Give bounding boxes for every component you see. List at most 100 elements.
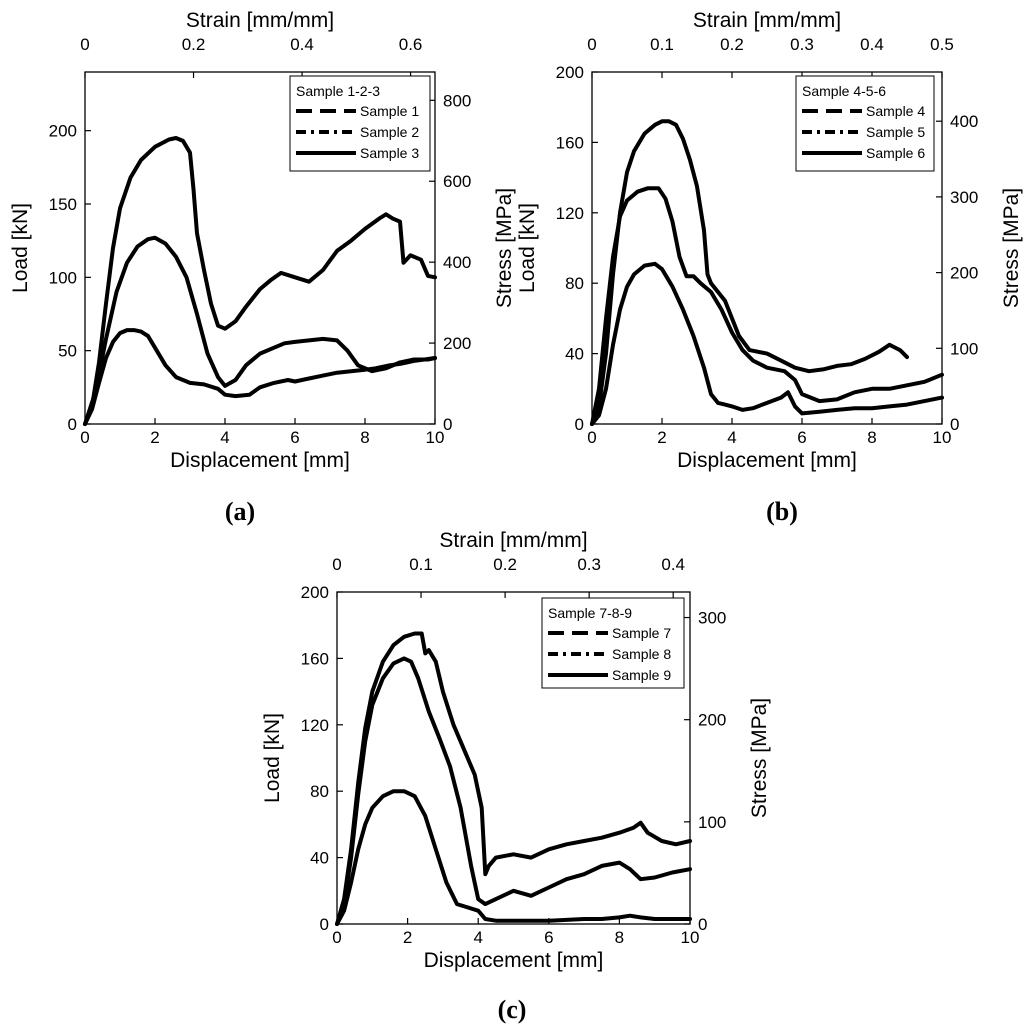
legend-entry-label: Sample 9 [612, 667, 671, 683]
y2-tick-label: 100 [950, 339, 978, 358]
y2-axis-title: Stress [MPa] [748, 698, 771, 818]
series-sample-5 [590, 186, 944, 426]
x2-tick-label: 0 [332, 555, 341, 574]
y-axis-title: Load [kN] [261, 713, 284, 803]
series-sample-7 [335, 631, 692, 926]
y2-tick-label: 300 [950, 188, 978, 207]
y-axis-title: Load [kN] [516, 203, 539, 293]
series-sample-1 [83, 328, 437, 426]
legend-entry-label: Sample 2 [360, 124, 419, 140]
y-tick-label: 0 [320, 915, 329, 934]
x2-axis-title: Strain [mm/mm] [693, 9, 841, 32]
x2-tick-label: 0.1 [409, 555, 433, 574]
panel-label: (b) [766, 497, 798, 526]
x2-tick-label: 0.5 [930, 35, 954, 54]
legend-title: Sample 7-8-9 [548, 605, 632, 621]
y2-tick-label: 200 [698, 711, 726, 730]
y-tick-label: 40 [310, 849, 329, 868]
x-tick-label: 4 [220, 428, 229, 447]
legend-entry-label: Sample 6 [866, 145, 925, 161]
x2-tick-label: 0 [587, 35, 596, 54]
y2-axis-title: Stress [MPa] [493, 188, 516, 308]
y-tick-label: 200 [301, 583, 329, 602]
y-tick-label: 120 [301, 716, 329, 735]
x-tick-label: 0 [80, 428, 89, 447]
x2-tick-label: 0.4 [661, 555, 685, 574]
y-tick-label: 200 [556, 63, 584, 82]
legend-entry-label: Sample 7 [612, 625, 671, 641]
x-tick-label: 2 [150, 428, 159, 447]
legend-title: Sample 4-5-6 [802, 83, 886, 99]
x-tick-label: 0 [332, 928, 341, 947]
x-axis-title: Displacement [mm] [424, 949, 604, 972]
y2-tick-label: 400 [443, 253, 471, 272]
y2-tick-label: 0 [698, 915, 707, 934]
y-tick-label: 150 [49, 195, 77, 214]
legend-entry-label: Sample 1 [360, 103, 419, 119]
y-tick-label: 160 [556, 133, 584, 152]
y-tick-label: 120 [556, 204, 584, 223]
x-tick-label: 6 [544, 928, 553, 947]
x-tick-label: 8 [360, 428, 369, 447]
x-tick-label: 10 [681, 928, 700, 947]
y2-tick-label: 0 [443, 415, 452, 434]
y-tick-label: 0 [575, 415, 584, 434]
x-tick-label: 2 [403, 928, 412, 947]
y-tick-label: 40 [565, 345, 584, 364]
legend-title: Sample 1-2-3 [296, 83, 380, 99]
y2-tick-label: 200 [950, 264, 978, 283]
y-tick-label: 100 [49, 268, 77, 287]
y2-tick-label: 200 [443, 334, 471, 353]
panel-label: (c) [498, 995, 527, 1024]
series-sample-8 [335, 656, 692, 926]
x2-axis-title: Strain [mm/mm] [439, 529, 587, 552]
x-tick-label: 2 [657, 428, 666, 447]
x-tick-label: 6 [797, 428, 806, 447]
y-axis-title: Load [kN] [9, 203, 32, 293]
x-tick-label: 4 [727, 428, 736, 447]
x2-tick-label: 0.3 [577, 555, 601, 574]
plot-frame [84, 71, 436, 425]
x2-tick-label: 0.4 [860, 35, 884, 54]
x2-tick-label: 0.3 [790, 35, 814, 54]
y2-tick-label: 600 [443, 172, 471, 191]
legend-entry-label: Sample 4 [866, 103, 925, 119]
x2-tick-label: 0.6 [399, 35, 423, 54]
y2-tick-label: 400 [950, 112, 978, 131]
series-sample-9 [335, 789, 692, 926]
legend-entry-label: Sample 5 [866, 124, 925, 140]
y2-tick-label: 0 [950, 415, 959, 434]
x-tick-label: 10 [426, 428, 445, 447]
x2-axis-title: Strain [mm/mm] [186, 9, 334, 32]
series-sample-2 [83, 235, 437, 426]
x-tick-label: 10 [933, 428, 952, 447]
y-tick-label: 200 [49, 122, 77, 141]
x-tick-label: 8 [615, 928, 624, 947]
x2-tick-label: 0.1 [650, 35, 674, 54]
y-tick-label: 80 [565, 274, 584, 293]
x2-tick-label: 0.2 [182, 35, 206, 54]
plot-frame [336, 591, 691, 925]
legend-entry-label: Sample 8 [612, 646, 671, 662]
x2-tick-label: 0.4 [290, 35, 314, 54]
x2-tick-label: 0 [80, 35, 89, 54]
x2-tick-label: 0.2 [720, 35, 744, 54]
x-tick-label: 8 [867, 428, 876, 447]
x-tick-label: 0 [587, 428, 596, 447]
x-tick-label: 4 [473, 928, 482, 947]
y-tick-label: 80 [310, 782, 329, 801]
x2-tick-label: 0.2 [493, 555, 517, 574]
x-tick-label: 6 [290, 428, 299, 447]
legend-box [289, 75, 431, 172]
y2-axis-title: Stress [MPa] [1000, 188, 1023, 308]
plot-frame [591, 71, 943, 425]
y2-tick-label: 300 [698, 609, 726, 628]
legend-box [795, 75, 935, 172]
y2-tick-label: 800 [443, 91, 471, 110]
y2-tick-label: 100 [698, 813, 726, 832]
y-tick-label: 160 [301, 649, 329, 668]
